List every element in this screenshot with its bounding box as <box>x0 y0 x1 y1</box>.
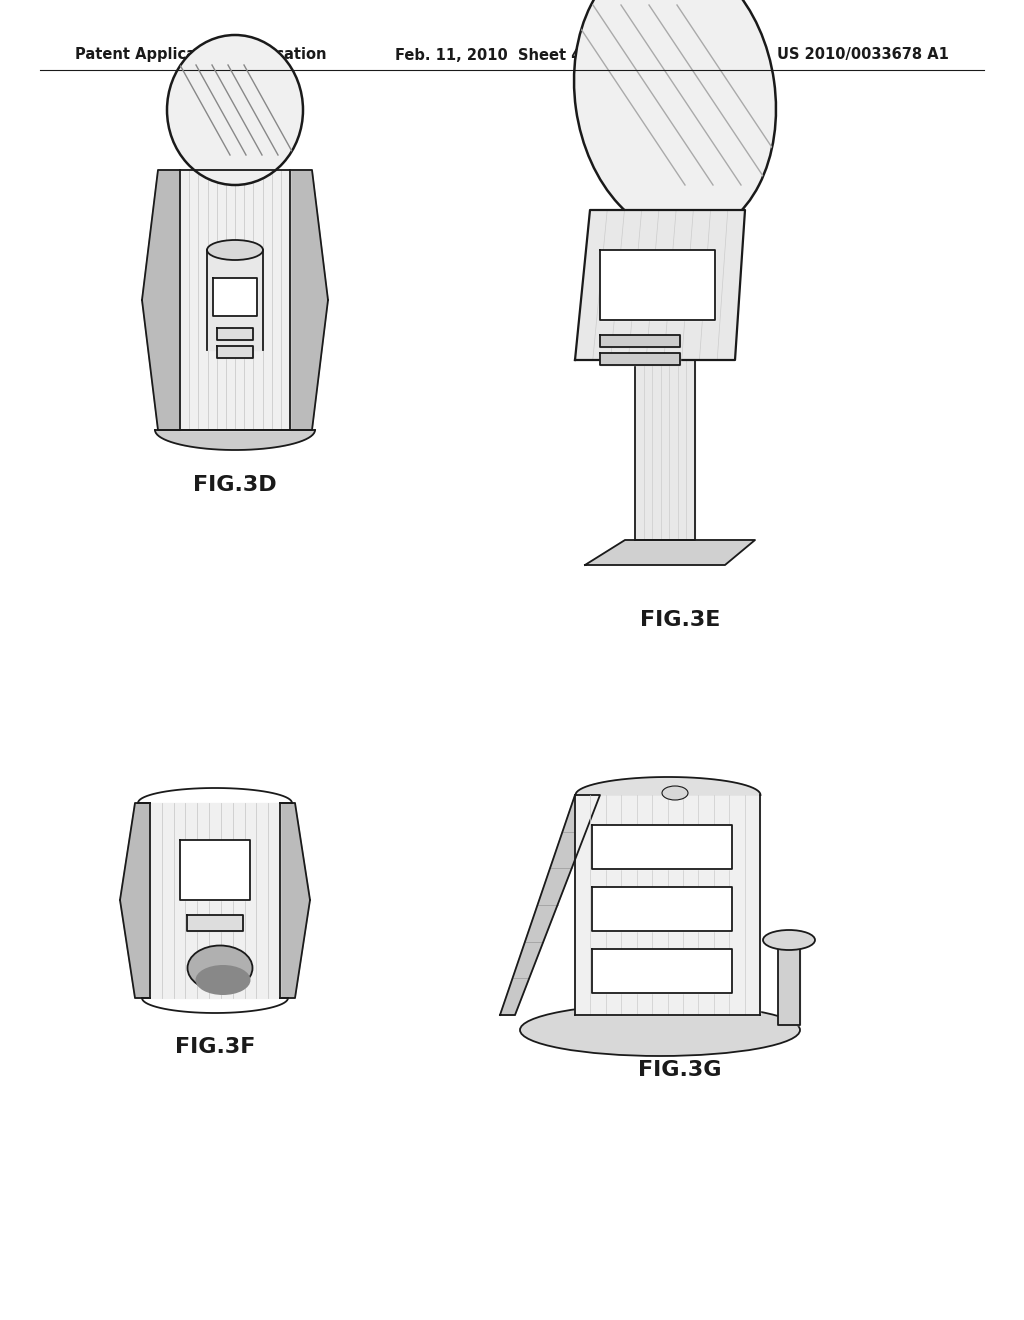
Polygon shape <box>592 887 732 931</box>
Ellipse shape <box>187 945 253 990</box>
Polygon shape <box>142 170 180 430</box>
Polygon shape <box>575 210 745 360</box>
Polygon shape <box>575 795 760 1015</box>
Polygon shape <box>600 335 680 347</box>
Polygon shape <box>213 279 257 315</box>
Polygon shape <box>150 803 280 998</box>
Ellipse shape <box>763 931 815 950</box>
Polygon shape <box>217 346 253 358</box>
Polygon shape <box>600 249 715 319</box>
Polygon shape <box>280 803 310 998</box>
Polygon shape <box>575 777 761 795</box>
Ellipse shape <box>574 0 776 236</box>
Ellipse shape <box>662 785 688 800</box>
Polygon shape <box>120 803 150 998</box>
Polygon shape <box>635 360 695 540</box>
Polygon shape <box>585 540 755 565</box>
Ellipse shape <box>167 36 303 185</box>
Text: FIG.3E: FIG.3E <box>640 610 720 630</box>
Polygon shape <box>155 430 315 450</box>
Ellipse shape <box>520 1005 800 1056</box>
Text: US 2010/0033678 A1: US 2010/0033678 A1 <box>777 48 949 62</box>
Text: FIG.3D: FIG.3D <box>194 475 276 495</box>
Text: Feb. 11, 2010  Sheet 4 of 10: Feb. 11, 2010 Sheet 4 of 10 <box>395 48 629 62</box>
Ellipse shape <box>196 965 251 995</box>
Polygon shape <box>592 949 732 993</box>
Polygon shape <box>180 170 290 430</box>
Text: FIG.3G: FIG.3G <box>638 1060 722 1080</box>
Polygon shape <box>217 327 253 341</box>
Polygon shape <box>500 795 600 1015</box>
Polygon shape <box>290 170 328 430</box>
Polygon shape <box>187 915 243 931</box>
Text: FIG.3F: FIG.3F <box>175 1038 255 1057</box>
Polygon shape <box>207 249 263 350</box>
Ellipse shape <box>207 240 263 260</box>
Polygon shape <box>180 840 250 900</box>
Polygon shape <box>592 825 732 869</box>
Polygon shape <box>600 352 680 366</box>
Text: Patent Application Publication: Patent Application Publication <box>75 48 327 62</box>
Polygon shape <box>778 935 800 1026</box>
